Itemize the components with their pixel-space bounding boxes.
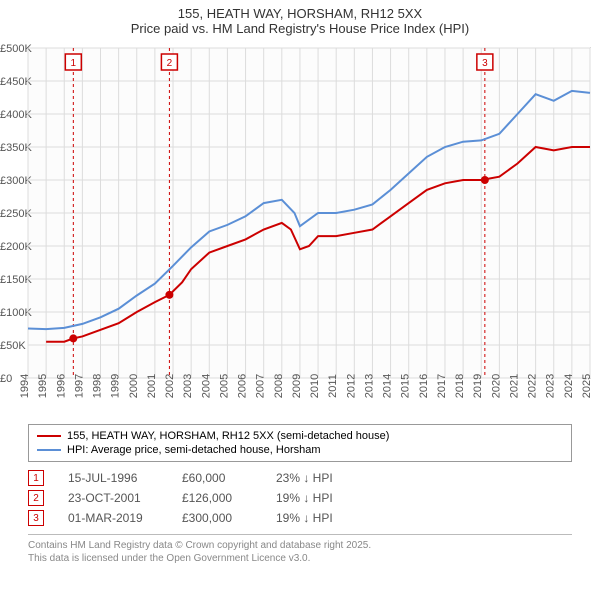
marker-date: 23-OCT-2001 (68, 491, 158, 505)
svg-text:2022: 2022 (527, 374, 539, 398)
svg-text:2000: 2000 (128, 374, 140, 398)
svg-text:2005: 2005 (218, 374, 230, 398)
title-line-1: 155, HEATH WAY, HORSHAM, RH12 5XX (0, 6, 600, 21)
footer-line-1: Contains HM Land Registry data © Crown c… (28, 539, 572, 552)
legend-swatch (37, 449, 61, 451)
svg-text:1: 1 (71, 58, 77, 69)
marker-delta: 23% ↓ HPI (276, 471, 333, 485)
legend-label: 155, HEATH WAY, HORSHAM, RH12 5XX (semi-… (67, 430, 389, 442)
chart-area: £0£50K£100K£150K£200K£250K£300K£350K£400… (0, 40, 600, 420)
svg-text:1999: 1999 (110, 374, 122, 398)
marker-badge: 2 (28, 490, 44, 506)
svg-text:2014: 2014 (382, 374, 394, 398)
svg-text:2007: 2007 (255, 374, 267, 398)
svg-text:2009: 2009 (291, 374, 303, 398)
svg-text:1994: 1994 (19, 374, 31, 398)
marker-price: £300,000 (182, 511, 252, 525)
legend: 155, HEATH WAY, HORSHAM, RH12 5XX (semi-… (28, 424, 572, 462)
svg-text:2011: 2011 (327, 374, 339, 398)
svg-text:2006: 2006 (237, 374, 249, 398)
svg-text:2001: 2001 (146, 374, 158, 398)
svg-text:2010: 2010 (309, 374, 321, 398)
svg-text:2025: 2025 (581, 374, 593, 398)
svg-text:2021: 2021 (508, 374, 520, 398)
marker-price: £126,000 (182, 491, 252, 505)
marker-row: 2 23-OCT-2001 £126,000 19% ↓ HPI (28, 488, 572, 508)
marker-badge: 3 (28, 510, 44, 526)
marker-date: 15-JUL-1996 (68, 471, 158, 485)
legend-row: 155, HEATH WAY, HORSHAM, RH12 5XX (semi-… (37, 429, 563, 443)
svg-text:2017: 2017 (436, 374, 448, 398)
footer: Contains HM Land Registry data © Crown c… (28, 534, 572, 565)
svg-text:2023: 2023 (545, 374, 557, 398)
svg-text:£50K: £50K (0, 340, 26, 352)
svg-text:2024: 2024 (563, 374, 575, 398)
title-line-2: Price paid vs. HM Land Registry's House … (0, 21, 600, 36)
svg-text:2020: 2020 (490, 374, 502, 398)
svg-text:1998: 1998 (92, 374, 104, 398)
svg-text:1996: 1996 (55, 374, 67, 398)
svg-text:2016: 2016 (418, 374, 430, 398)
footer-line-2: This data is licensed under the Open Gov… (28, 552, 572, 565)
svg-text:2002: 2002 (164, 374, 176, 398)
svg-text:1995: 1995 (37, 374, 49, 398)
svg-text:2015: 2015 (400, 374, 412, 398)
chart-svg: £0£50K£100K£150K£200K£250K£300K£350K£400… (0, 40, 600, 420)
marker-delta: 19% ↓ HPI (276, 511, 333, 525)
svg-text:2: 2 (167, 58, 173, 69)
marker-row: 3 01-MAR-2019 £300,000 19% ↓ HPI (28, 508, 572, 528)
chart-title-block: 155, HEATH WAY, HORSHAM, RH12 5XX Price … (0, 0, 600, 40)
marker-delta: 19% ↓ HPI (276, 491, 333, 505)
svg-text:£0: £0 (0, 373, 12, 385)
markers-table: 1 15-JUL-1996 £60,000 23% ↓ HPI 2 23-OCT… (28, 468, 572, 528)
svg-text:2018: 2018 (454, 374, 466, 398)
marker-price: £60,000 (182, 471, 252, 485)
marker-badge: 1 (28, 470, 44, 486)
marker-row: 1 15-JUL-1996 £60,000 23% ↓ HPI (28, 468, 572, 488)
legend-row: HPI: Average price, semi-detached house,… (37, 443, 563, 457)
svg-text:2008: 2008 (273, 374, 285, 398)
svg-text:2003: 2003 (182, 374, 194, 398)
svg-text:1997: 1997 (73, 374, 85, 398)
svg-text:2004: 2004 (200, 374, 212, 398)
legend-label: HPI: Average price, semi-detached house,… (67, 444, 321, 456)
legend-swatch (37, 435, 61, 437)
svg-text:2019: 2019 (472, 374, 484, 398)
svg-text:2012: 2012 (345, 374, 357, 398)
marker-date: 01-MAR-2019 (68, 511, 158, 525)
svg-text:2013: 2013 (363, 374, 375, 398)
svg-text:3: 3 (482, 58, 488, 69)
